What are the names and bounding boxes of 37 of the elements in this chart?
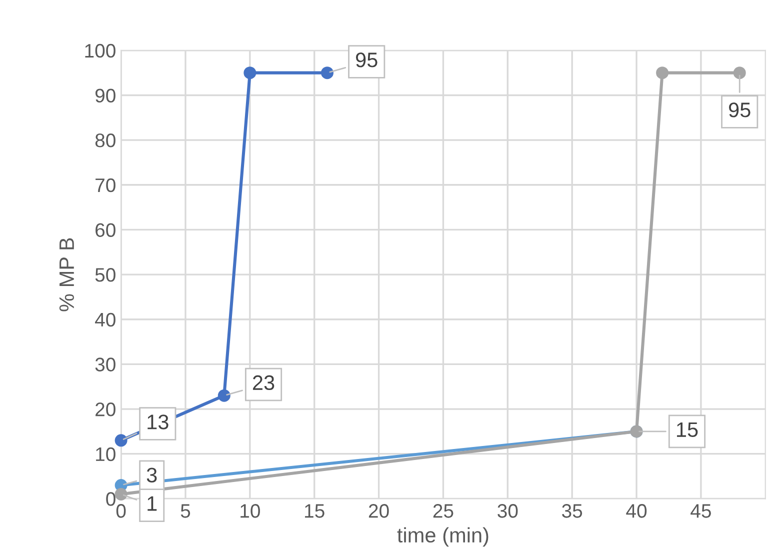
x-tick-label: 35 [562,504,582,518]
data-label: 13 [148,414,168,430]
point [733,66,746,80]
x-tick-label: 10 [240,504,260,518]
x-tick-label: 40 [626,504,647,518]
x-tick-label: 20 [368,504,389,518]
x-tick-label: 25 [433,504,454,518]
y-tick-label: 30 [95,358,116,372]
y-tick-label: 0 [106,492,116,506]
y-tick-label: 100 [85,44,116,58]
data-label: 23 [252,375,274,390]
data-label: 3 [146,468,157,482]
y-tick-label: 10 [96,447,116,462]
point [218,389,230,402]
y-tick-label: 50 [95,268,116,282]
y-tick-label: 70 [96,178,116,192]
y-tick-label: 40 [95,312,116,327]
y-tick-label: 90 [95,88,116,102]
x-tick-label: 45 [690,504,711,518]
point [320,66,334,80]
x-tick-label: 5 [180,504,190,518]
point [114,434,128,447]
x-axis-title: time (min) [397,527,488,547]
data-label: 1 [148,496,157,511]
y-tick-label: 20 [96,402,116,416]
y-axis-title: % MP B [59,238,74,312]
data-label: 95 [729,102,750,118]
data-label: 15 [676,422,698,438]
x-tick-label: 0 [116,504,126,518]
point [656,66,669,80]
x-tick-label: 15 [305,504,324,518]
y-tick-label: 60 [96,223,116,237]
y-tick-label: 80 [95,134,116,148]
point [244,66,256,80]
data-label: 95 [356,52,378,68]
x-tick-label: 30 [498,504,518,518]
point [114,488,128,500]
